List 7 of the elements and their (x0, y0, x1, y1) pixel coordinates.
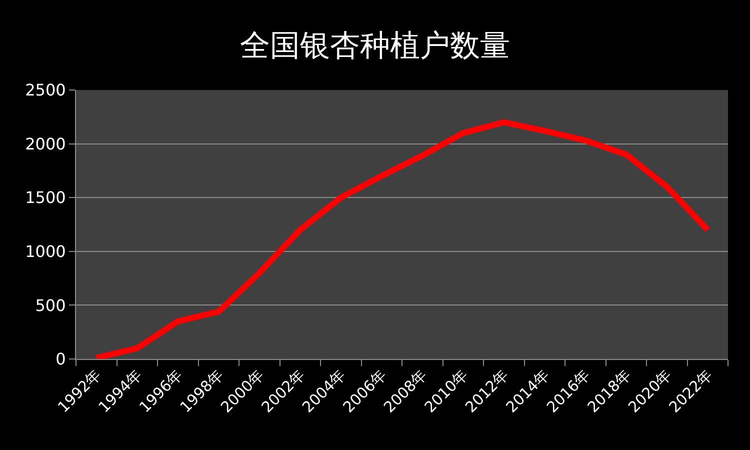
y-tick-label: 500 (35, 296, 66, 315)
y-tick-label: 2000 (25, 134, 66, 154)
y-tick-label: 1500 (25, 188, 66, 208)
y-tick-label: 1000 (25, 242, 66, 261)
y-tick-label: 2500 (25, 80, 66, 100)
chart-title: 全国银杏种植户数量 (240, 28, 510, 64)
y-tick-label: 0 (56, 350, 66, 369)
